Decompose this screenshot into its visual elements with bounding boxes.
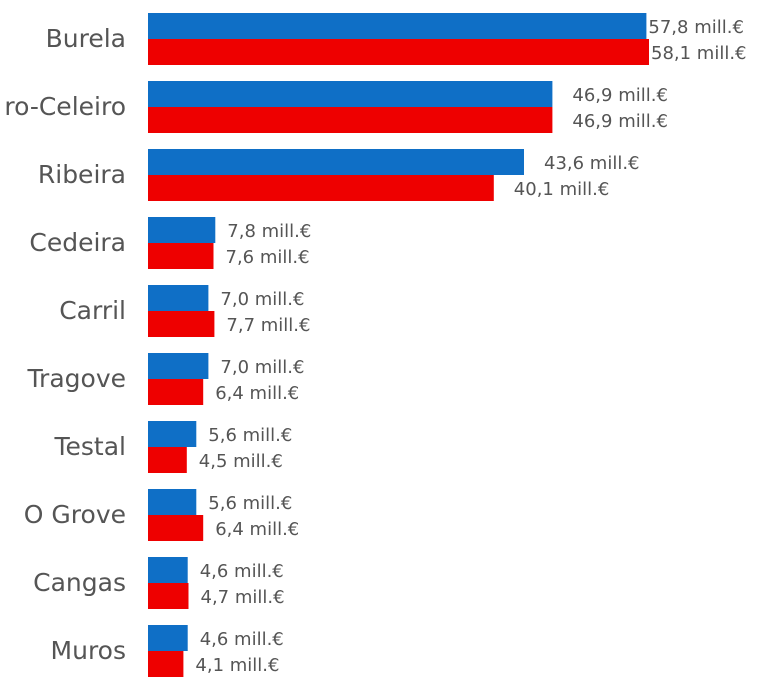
category-label: Testal: [54, 432, 127, 461]
bar-series-2: [148, 447, 187, 473]
bar-series-2: [148, 651, 184, 677]
data-label-series-1: 43,6 mill.€: [544, 153, 640, 174]
bar-series-2: [148, 175, 494, 201]
category-label: Cedeira: [29, 228, 126, 257]
bar-series-2: [148, 379, 204, 405]
category-label: Tragove: [26, 364, 126, 393]
data-label-series-2: 6,4 mill.€: [215, 383, 299, 404]
data-labels: 57,8 mill.€ 58,1 mill.€ 46,9 mill.€ 46,9 mi…: [195, 17, 746, 676]
bar-series-1: [148, 149, 524, 175]
data-label-series-1: 7,0 mill.€: [220, 289, 304, 310]
data-label-series-2: 6,4 mill.€: [215, 519, 299, 540]
bar-series-1: [148, 421, 197, 447]
bar-series-1: [148, 489, 197, 515]
bar-series-2: [148, 515, 204, 541]
bar-series-2: [148, 243, 214, 269]
bar-series-1: [148, 217, 216, 243]
bar-series-1: [148, 13, 647, 39]
data-label-series-2: 4,5 mill.€: [199, 451, 283, 472]
bar-series-1: [148, 81, 553, 107]
category-label: O Grove: [24, 500, 126, 529]
data-label-series-1: 4,6 mill.€: [200, 629, 284, 650]
data-label-series-2: 46,9 mill.€: [572, 111, 668, 132]
data-label-series-1: 5,6 mill.€: [208, 425, 292, 446]
data-label-series-1: 7,8 mill.€: [227, 221, 311, 242]
bar-series-2: [148, 583, 189, 609]
data-label-series-2: 4,1 mill.€: [195, 655, 279, 676]
category-label: Burela: [46, 24, 126, 53]
data-label-series-1: 5,6 mill.€: [208, 493, 292, 514]
data-label-series-1: 7,0 mill.€: [220, 357, 304, 378]
data-label-series-2: 40,1 mill.€: [514, 179, 610, 200]
category-label: Muros: [51, 636, 126, 665]
data-label-series-2: 7,7 mill.€: [226, 315, 310, 336]
category-label: Ribeira: [38, 160, 126, 189]
bar-series-2: [148, 39, 649, 65]
category-label: Cangas: [33, 568, 126, 597]
data-label-series-2: 58,1 mill.€: [651, 43, 747, 64]
bar-series-1: [148, 353, 209, 379]
bar-series-1: [148, 557, 188, 583]
bar-series-1: [148, 625, 188, 651]
bars: [148, 13, 649, 677]
category-labels: Burela ro-Celeiro Ribeira Cedeira Carril Trag…: [4, 24, 126, 665]
data-label-series-2: 4,7 mill.€: [201, 587, 285, 608]
bar-series-2: [148, 311, 215, 337]
category-label: Carril: [59, 296, 126, 325]
data-label-series-1: 57,8 mill.€: [648, 17, 744, 38]
bar-series-2: [148, 107, 553, 133]
bar-series-1: [148, 285, 209, 311]
data-label-series-2: 7,6 mill.€: [226, 247, 310, 268]
data-label-series-1: 46,9 mill.€: [572, 85, 668, 106]
data-label-series-1: 4,6 mill.€: [200, 561, 284, 582]
category-label: ro-Celeiro: [4, 92, 126, 121]
